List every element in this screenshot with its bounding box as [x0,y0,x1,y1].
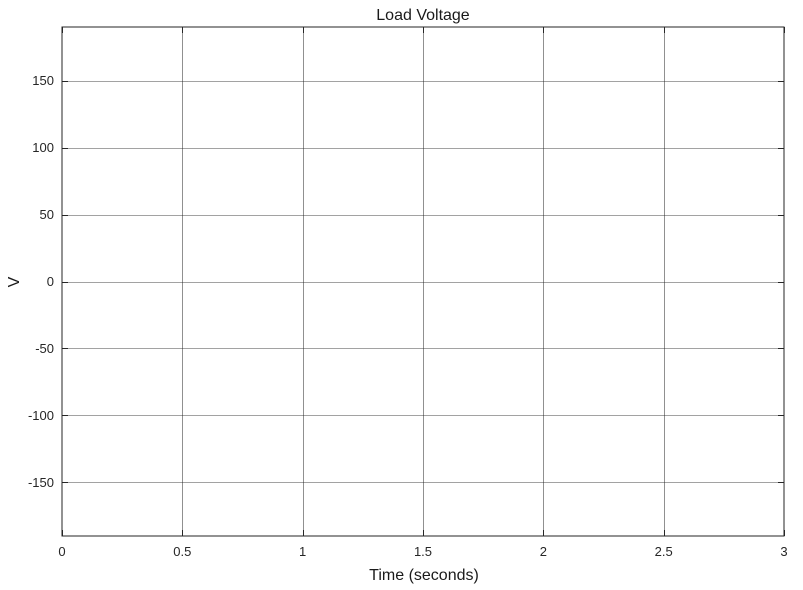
x-axis-label: Time (seconds) [369,567,479,584]
y-tick-label: -50 [35,341,54,356]
x-tick-label: 1 [299,544,306,559]
y-axis-ticks: 150 100 50 0 -50 -100 -150 [28,73,784,490]
plot-area [62,27,784,536]
y-tick-label: 50 [40,207,54,222]
grid-lines [62,27,784,536]
chart-title: Load Voltage [376,7,470,24]
y-tick-label: 100 [32,140,54,155]
y-tick-label: 0 [47,274,54,289]
x-tick-label: 2.5 [655,544,673,559]
x-tick-label: 2 [540,544,547,559]
y-tick-label: -100 [28,408,54,423]
y-tick-label: -150 [28,475,54,490]
x-tick-label: 0.5 [173,544,191,559]
x-tick-label: 3 [780,544,787,559]
y-tick-label: 150 [32,73,54,88]
y-axis-label: V [6,276,23,287]
x-axis-ticks: 0 0.5 1 1.5 2 2.5 3 [58,27,788,559]
x-tick-label: 0 [58,544,65,559]
x-tick-label: 1.5 [414,544,432,559]
